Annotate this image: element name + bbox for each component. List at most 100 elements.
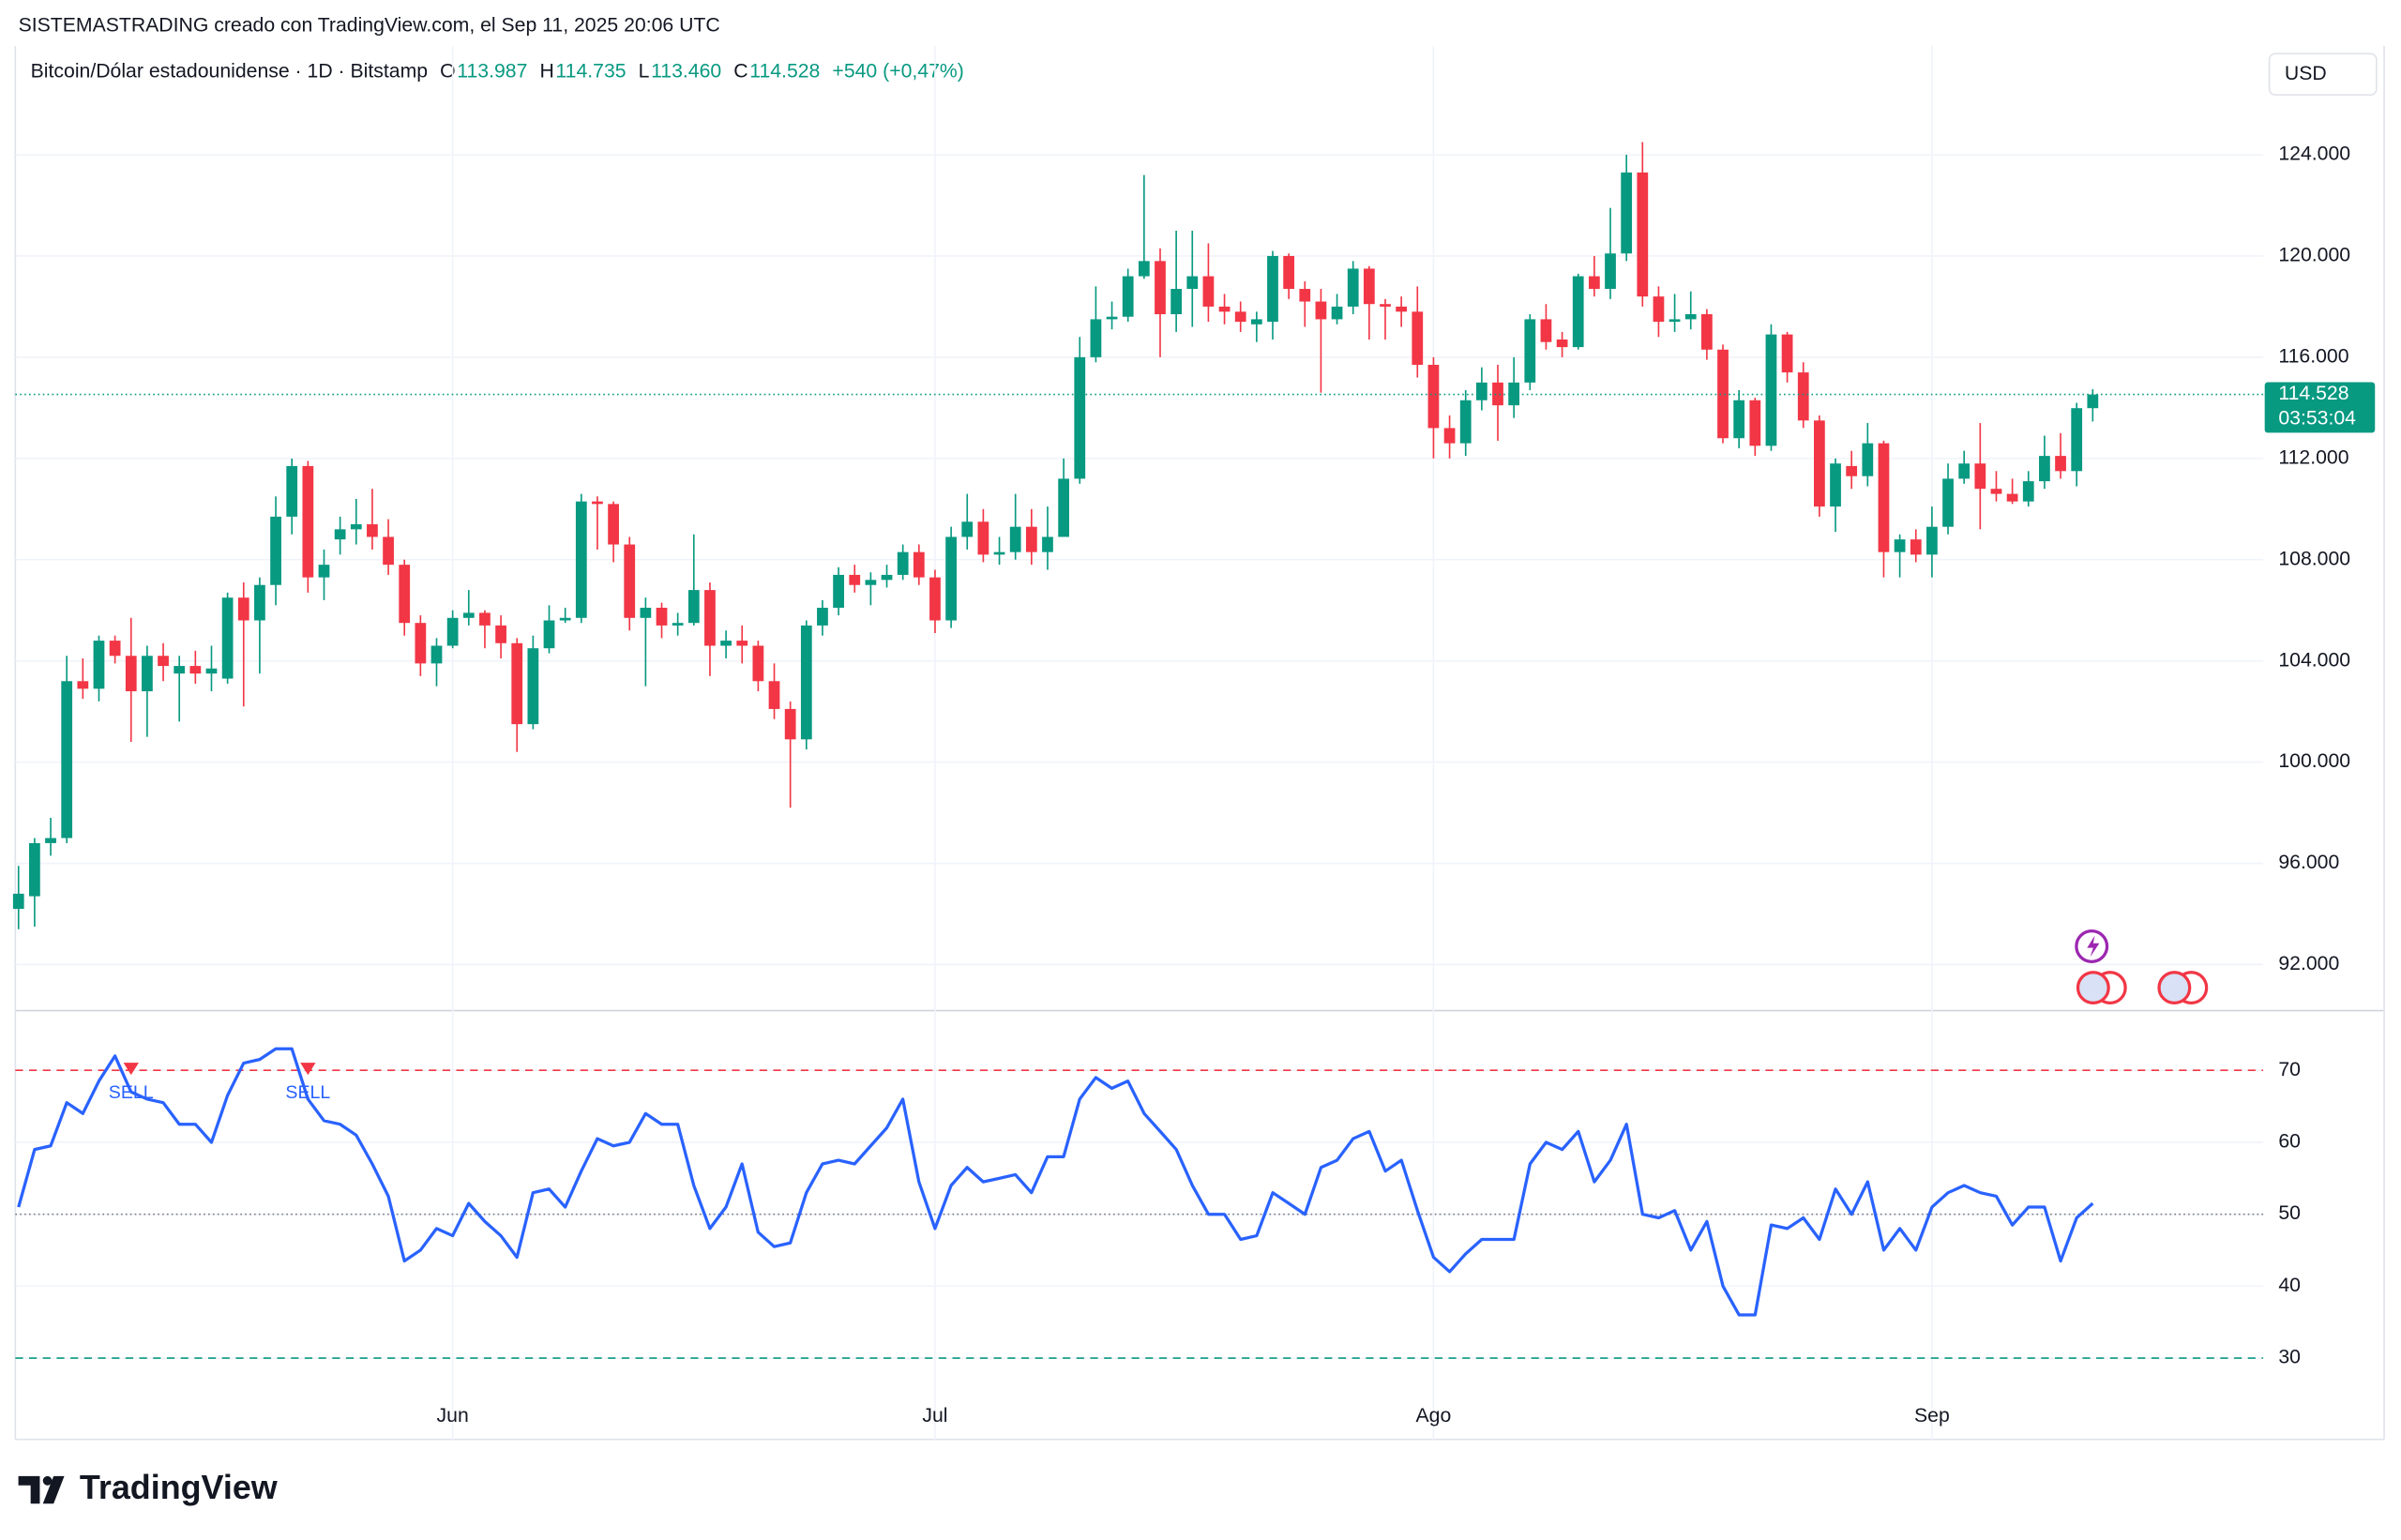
signal-marker — [300, 1063, 316, 1076]
candle-body — [977, 521, 989, 555]
candle-body — [993, 551, 1005, 555]
y-tick-label: 96.000 — [2278, 852, 2339, 873]
logo-text: TradingView — [80, 1468, 278, 1506]
ohlc-legend: O 113.987 H 114.735 L 113.460 C 114.528 +540 (+0… — [440, 60, 964, 82]
candle-body — [817, 608, 828, 626]
candle-body — [1701, 314, 1713, 350]
currency[interactable]: USD — [2285, 63, 2327, 84]
candle-body — [1090, 319, 1102, 357]
candle-body — [1138, 261, 1150, 277]
currency-button[interactable] — [2268, 53, 2378, 97]
candle-body — [1492, 382, 1503, 406]
candle-body — [1347, 268, 1359, 307]
ohlc-value: 114.735 — [555, 60, 626, 82]
last-price-label: 114.528 — [2278, 383, 2348, 404]
candle-body — [1363, 268, 1375, 305]
candle-body — [913, 551, 925, 578]
candle-body — [575, 501, 587, 618]
candle-body — [221, 597, 234, 679]
candle-body — [687, 590, 700, 624]
candle-body — [865, 580, 877, 585]
candle-body — [1781, 334, 1793, 373]
candle-body — [142, 656, 153, 692]
ohlc-value: 114.528 — [749, 60, 820, 82]
candle-body — [1380, 304, 1391, 307]
ohlc-key: H — [539, 60, 553, 82]
candle-body — [1653, 296, 1665, 323]
candle-body — [1974, 463, 1986, 490]
candle-body — [1155, 261, 1166, 315]
candle-body — [1958, 463, 1971, 479]
candle-body — [12, 893, 24, 910]
candle-body — [2071, 408, 2083, 472]
candle-body — [1427, 364, 1440, 429]
candle-body — [302, 465, 314, 578]
candle-body — [1749, 400, 1761, 446]
candle-body — [318, 565, 330, 578]
candle-body — [672, 623, 684, 626]
y-tick-label: 30 — [2278, 1347, 2301, 1368]
logo: TradingView — [18, 1468, 278, 1506]
candle-body — [1299, 289, 1311, 302]
signal-marker — [123, 1063, 139, 1076]
candle-body — [1588, 276, 1600, 290]
candle-body — [736, 641, 748, 646]
x-tick-label: Sep — [1914, 1405, 1950, 1427]
candle-body — [45, 838, 56, 843]
candle-body — [1942, 478, 1954, 527]
candle-body — [592, 501, 603, 505]
candle-body — [1684, 314, 1697, 320]
candle-body — [1846, 465, 1858, 476]
candle-body — [205, 668, 218, 674]
countdown: 03:53:04 — [2278, 407, 2356, 429]
candle-body — [1009, 526, 1021, 552]
candle-body — [897, 551, 909, 575]
y-tick-label: 124.000 — [2278, 143, 2350, 165]
y-tick-label: 50 — [2278, 1202, 2301, 1224]
symbol: Bitcoin/Dólar estadounidense · 1D · Bits… — [31, 60, 428, 82]
x-tick-label: Ago — [1416, 1405, 1452, 1427]
candle-body — [61, 681, 73, 838]
candle-body — [1669, 319, 1681, 323]
candle-body — [1267, 255, 1278, 323]
candle-body — [1106, 316, 1118, 320]
candle-body — [1250, 319, 1262, 325]
candle-body — [2087, 394, 2099, 409]
y-tick-label: 60 — [2278, 1131, 2301, 1153]
candle-body — [640, 608, 652, 618]
candle-body — [2039, 456, 2050, 482]
candle-body — [77, 681, 89, 689]
candle-body — [1910, 539, 1922, 555]
signal-label: SELL — [109, 1082, 154, 1103]
candle-body — [430, 645, 443, 664]
candle-body — [350, 523, 362, 530]
ohlc-value: 113.460 — [651, 60, 721, 82]
candle-body — [1830, 463, 1841, 507]
candle-body — [1074, 356, 1086, 479]
candle-body — [624, 544, 636, 618]
y-tick-label: 116.000 — [2278, 345, 2348, 367]
y-tick-label: 112.000 — [2278, 446, 2348, 468]
candle-body — [462, 612, 475, 618]
candle-body — [446, 617, 459, 646]
change: +540 (+0,47%) — [832, 60, 963, 82]
candle-body — [415, 623, 427, 664]
y-tick-label: 108.000 — [2278, 548, 2350, 569]
candle-body — [784, 708, 796, 740]
candle-body — [1540, 319, 1552, 342]
candle-body — [254, 584, 265, 621]
candle-body — [961, 521, 974, 537]
candle-body — [1926, 526, 1938, 555]
candle-body — [2006, 493, 2018, 502]
candle-body — [608, 504, 619, 545]
candle-body — [1170, 289, 1183, 315]
candle-body — [367, 523, 378, 537]
candle-body — [1621, 172, 1633, 254]
signal-label: SELL — [285, 1082, 330, 1103]
candle-body — [1765, 334, 1777, 446]
x-tick-label: Jul — [922, 1405, 947, 1427]
candle-body — [270, 516, 281, 585]
y-tick-label: 104.000 — [2278, 649, 2350, 671]
candle-body — [511, 642, 523, 725]
